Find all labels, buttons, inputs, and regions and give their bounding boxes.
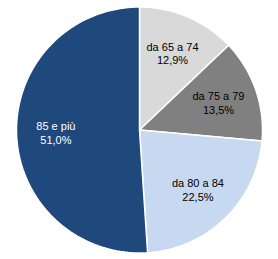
svg-text:da 65 a 7412,9%: da 65 a 7412,9% <box>147 41 199 67</box>
svg-text:85 e più51,0%: 85 e più51,0% <box>36 120 75 146</box>
svg-text:da 80 a 8422,5%: da 80 a 8422,5% <box>172 177 224 203</box>
svg-text:da 75 a 7913,5%: da 75 a 7913,5% <box>192 90 244 116</box>
